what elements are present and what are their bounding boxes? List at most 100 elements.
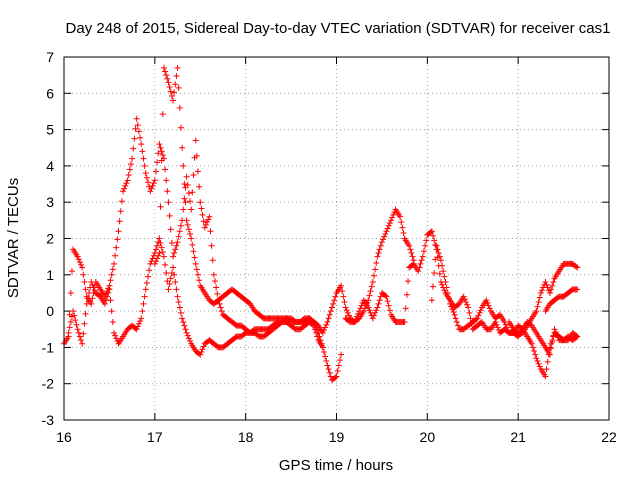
data-point: [162, 261, 169, 268]
data-point: [154, 159, 161, 166]
data-point: [74, 326, 81, 333]
data-point: [535, 360, 542, 367]
data-point: [343, 307, 350, 314]
data-point: [114, 236, 121, 243]
data-point: [444, 289, 451, 296]
data-point: [573, 263, 580, 270]
data-point: [382, 292, 389, 299]
data-point: [166, 83, 173, 90]
y-tick-label: 4: [46, 158, 54, 174]
data-point: [198, 348, 205, 355]
data-point: [145, 179, 152, 186]
data-point: [213, 284, 220, 291]
plot-frame: [63, 56, 610, 421]
data-point: [199, 346, 206, 353]
data-point: [165, 199, 172, 206]
data-point: [433, 242, 440, 249]
data-point: [528, 340, 535, 347]
data-point: [440, 268, 447, 275]
data-point: [177, 309, 184, 316]
y-tick-label: -3: [42, 412, 55, 428]
data-point: [494, 324, 501, 331]
data-point: [135, 320, 142, 327]
data-point: [332, 293, 339, 300]
data-point: [107, 297, 114, 304]
data-point: [120, 188, 127, 195]
data-point: [210, 271, 217, 278]
data-point: [193, 266, 200, 273]
y-tick-label: 6: [46, 85, 54, 101]
data-point: [334, 367, 341, 374]
y-tick-label: -2: [42, 376, 55, 392]
y-axis-ticks: -3 -2 -1 0 1 2 3 4 5 6 7: [42, 49, 609, 428]
data-point: [78, 337, 85, 344]
y-axis-label: SDTVAR / TECUs: [5, 178, 22, 298]
y-tick-label: 7: [46, 49, 54, 65]
data-point: [431, 269, 438, 276]
data-point: [155, 252, 162, 259]
data-point: [194, 168, 201, 175]
data-point: [544, 284, 551, 291]
data-point: [436, 253, 443, 260]
data-point: [171, 250, 178, 257]
data-point: [323, 321, 330, 328]
data-point: [466, 309, 473, 316]
data-point: [493, 321, 500, 328]
data-point: [83, 300, 90, 307]
data-point: [365, 304, 372, 311]
data-point: [324, 318, 331, 325]
data-point: [110, 329, 117, 336]
data-point: [177, 222, 184, 229]
data-point: [439, 281, 446, 288]
data-point: [84, 295, 91, 302]
data-point: [158, 157, 165, 164]
data-point: [187, 198, 194, 205]
data-point: [184, 221, 191, 228]
data-point: [143, 174, 150, 181]
data-point: [486, 305, 493, 312]
data-point: [132, 125, 139, 132]
data-point: [65, 329, 72, 336]
data-point: [399, 224, 406, 231]
data-point: [402, 305, 409, 312]
data-point: [159, 111, 166, 118]
data-point: [185, 335, 192, 342]
data-point: [117, 208, 124, 215]
data-point: [460, 293, 467, 300]
data-point: [333, 373, 340, 380]
data-point: [121, 185, 128, 192]
data-point: [542, 279, 549, 286]
data-point: [82, 286, 89, 293]
data-point: [192, 260, 199, 267]
data-point: [76, 333, 83, 340]
data-point: [148, 185, 155, 192]
data-point: [548, 345, 555, 352]
data-point: [420, 248, 427, 255]
data-point: [146, 267, 153, 274]
data-point: [552, 328, 559, 335]
data-point: [319, 344, 326, 351]
data-point: [419, 253, 426, 260]
data-point: [435, 250, 442, 257]
data-point: [208, 242, 215, 249]
data-point: [180, 318, 187, 325]
data-point: [373, 307, 380, 314]
data-point: [139, 308, 146, 315]
data-point: [80, 330, 87, 337]
data-point: [431, 237, 438, 244]
data-point: [112, 332, 119, 339]
x-tick-label: 22: [601, 429, 617, 445]
data-point: [168, 93, 175, 100]
data-point: [401, 318, 408, 325]
data-point: [109, 318, 116, 325]
x-axis-label: GPS time / hours: [279, 457, 393, 474]
x-tick-label: 18: [238, 429, 254, 445]
data-point: [157, 240, 164, 247]
data-point: [366, 307, 373, 314]
data-point: [138, 315, 145, 322]
data-point: [345, 312, 352, 319]
data-point: [484, 299, 491, 306]
data-point: [162, 68, 169, 75]
data-point: [406, 242, 413, 249]
series: [506, 260, 581, 336]
